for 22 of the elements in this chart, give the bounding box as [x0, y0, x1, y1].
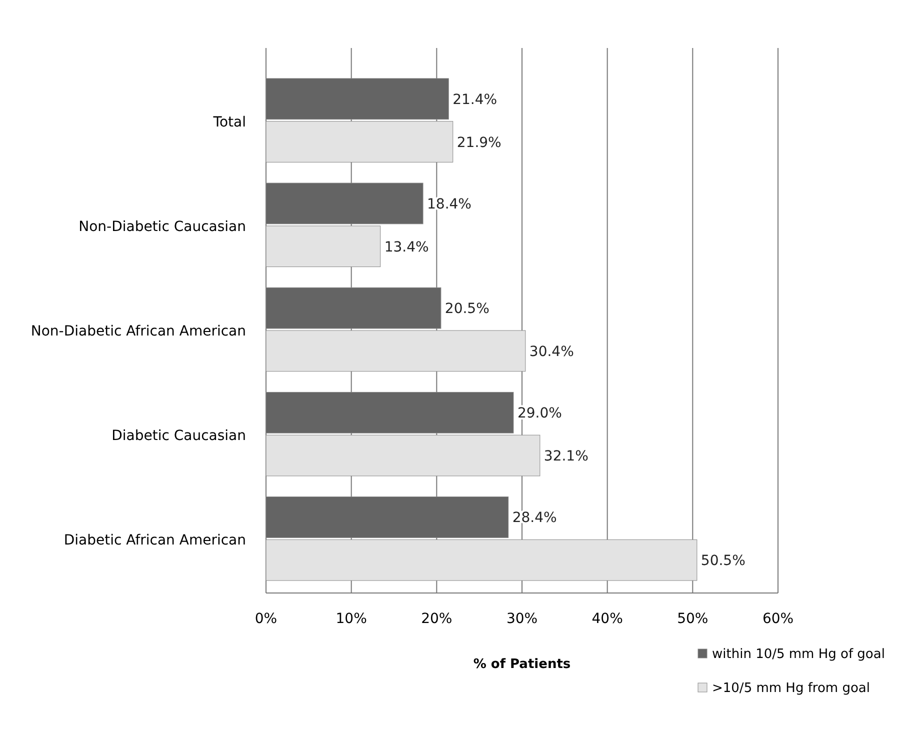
- data-label: 20.5%: [444, 301, 490, 318]
- legend-label: within 10/5 mm Hg of goal: [712, 647, 885, 662]
- x-tick-label: 10%: [336, 611, 367, 627]
- y-tick-label: Diabetic Caucasian: [112, 428, 246, 444]
- data-label: 32.1%: [544, 448, 588, 465]
- data-label: 13.4%: [384, 239, 429, 256]
- x-tick-label: 40%: [592, 611, 623, 627]
- x-axis-title: % of Patients: [473, 657, 571, 672]
- x-tick-label: 0%: [254, 611, 278, 627]
- x-tick-label: 20%: [421, 611, 452, 627]
- data-label: 50.5%: [700, 553, 746, 570]
- data-label: 30.4%: [529, 344, 574, 360]
- y-tick-label: Total: [212, 114, 246, 130]
- y-tick-label: Non-Diabetic African American: [30, 324, 246, 340]
- data-label: 21.4%: [452, 92, 498, 108]
- legend-label: >10/5 mm Hg from goal: [712, 681, 870, 696]
- x-tick-label: 30%: [506, 611, 538, 627]
- y-tick-label: Non-Diabetic Caucasian: [78, 218, 246, 235]
- data-label: 21.9%: [456, 134, 502, 151]
- x-tick-label: 50%: [677, 611, 708, 627]
- y-tick-label: Diabetic African American: [64, 532, 246, 549]
- x-tick-label: 60%: [762, 611, 794, 627]
